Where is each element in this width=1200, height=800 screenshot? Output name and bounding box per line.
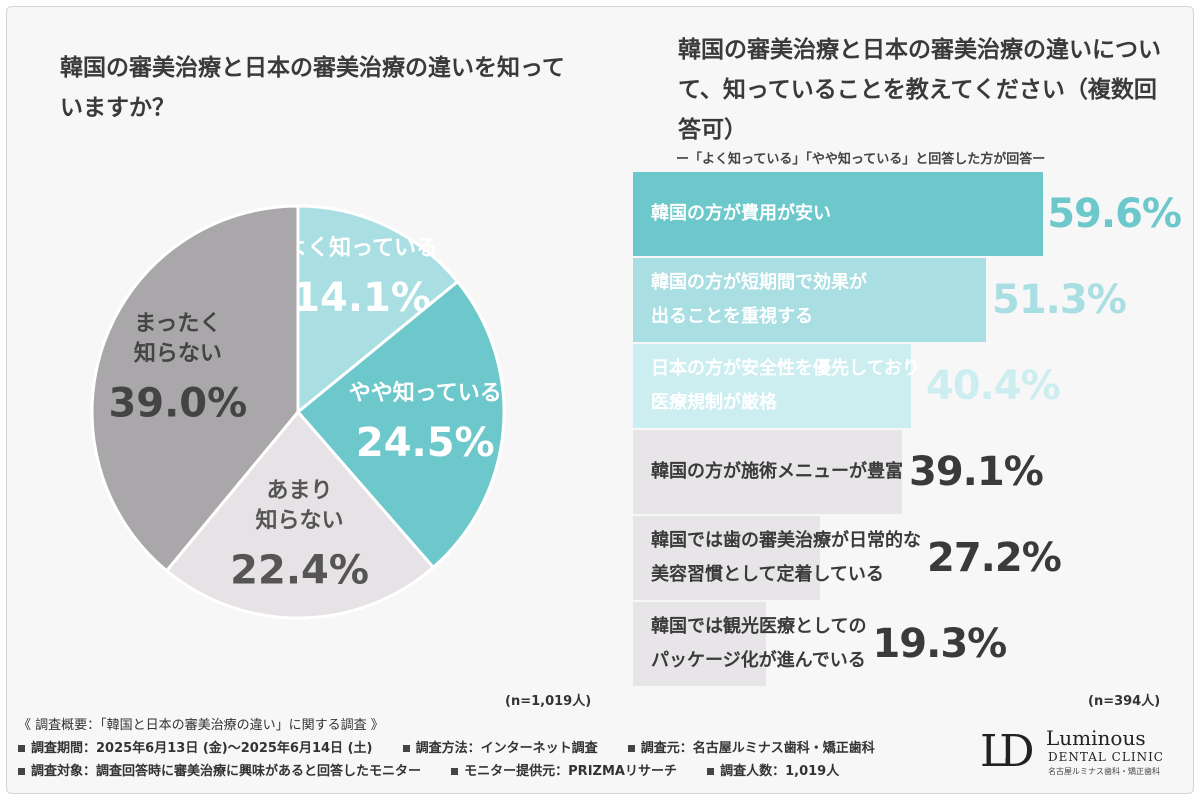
bar-row: 日本の方が安全性を優先しており 医療規制が厳格 40.4%: [633, 344, 1193, 430]
survey-method: 調査方法：インターネット調査: [415, 741, 598, 756]
bar-chart-subtitle: ー「よく知っている」「やや知っている」と回答した方が回答ー: [676, 152, 1046, 167]
pie-slice-label: やや知っている: [349, 380, 502, 406]
survey-period-item: 調査期間：2025年6月13日 (金)〜2025年6月14日 (土): [18, 741, 372, 756]
bar-value: 40.4%: [925, 363, 1061, 409]
survey-period: 調査期間：2025年6月13日 (金)〜2025年6月14日 (土): [31, 741, 373, 756]
logo-mark: LD: [980, 726, 1034, 777]
bullet-square-icon: [451, 768, 459, 775]
logo-name: Luminous: [1046, 726, 1146, 750]
survey-footer: 《 調査概要：「韓国と日本の審美治療の違い」に関する調査 》 調査期間：2025…: [18, 714, 901, 783]
pie-slice-label: 知らない: [256, 508, 344, 534]
bar-value: 27.2%: [927, 535, 1062, 581]
bar-label: 韓国の方が費用が安い: [651, 203, 831, 224]
bullet-square-icon: [707, 768, 715, 775]
bar-label: 韓国の方が短期間で効果が 出ることを重視する: [651, 272, 867, 327]
bar-row: 韓国では歯の審美治療が日常的な 美容習慣として定着している 27.2%: [633, 516, 1193, 602]
bullet-square-icon: [627, 745, 635, 752]
pie-chart-title: 韓国の審美治療と日本の審美治療の違いを知っていますか？: [60, 55, 565, 121]
pie-slice-value: 14.1%: [292, 275, 431, 321]
pie-slice-value: 24.5%: [356, 420, 495, 466]
pie-slice-label: まったく: [134, 312, 221, 337]
bar-chart: 韓国の方が費用が安い 59.6% 韓国の方が短期間で効果が 出ることを重視する 51.…: [633, 172, 1193, 688]
pie-slice-value: 39.0%: [108, 381, 247, 427]
pie-chart: よく知っている14.1%やや知っている24.5%あまり知らない22.4%まったく…: [90, 204, 506, 620]
pie-slice-label: よく知っている: [285, 235, 438, 261]
bar-label: 韓国の方が施術メニューが豊富: [651, 461, 903, 482]
bar-chart-title: 韓国の審美治療と日本の審美治療の違いについて、知っていることを教えてください（複…: [678, 37, 1161, 143]
clinic-logo: LD Luminous DENTAL CLINIC 名古屋ルミナス歯科・矯正歯科: [980, 724, 1170, 784]
bar: [633, 516, 820, 600]
survey-provider: モニター提供元：PRIZMAリサーチ: [464, 764, 677, 779]
bar-value: 51.3%: [992, 277, 1127, 323]
bar-value: 19.3%: [872, 621, 1007, 667]
bar-value: 39.1%: [909, 449, 1044, 495]
bar-row: 韓国の方が短期間で効果が 出ることを重視する 51.3%: [633, 258, 1193, 344]
survey-count: 調査人数：1,019人: [720, 764, 840, 779]
bar: [633, 344, 911, 428]
survey-summary: 《 調査概要：「韓国と日本の審美治療の違い」に関する調査 》: [18, 718, 384, 733]
bar-row: 韓国の方が費用が安い 59.6%: [633, 172, 1193, 258]
pie-slice-label: あまり: [267, 479, 333, 504]
pie-slice: [90, 204, 300, 573]
bullet-square-icon: [18, 745, 25, 752]
bar-row: 韓国の方が施術メニューが豊富 39.1%: [633, 430, 1193, 516]
logo-subtitle: DENTAL CLINIC: [1048, 750, 1164, 764]
bullet-square-icon: [18, 768, 25, 775]
bar-label: 韓国では歯の審美治療が日常的な 美容習慣として定着している: [651, 530, 921, 585]
survey-count-item: 調査人数：1,019人: [707, 764, 839, 779]
bullet-square-icon: [402, 745, 410, 752]
bar-label: 日本の方が安全性を優先しており 医療規制が厳格: [651, 358, 920, 413]
bar: [633, 172, 1043, 256]
pie-slice-value: 22.4%: [230, 548, 369, 594]
bar: [633, 602, 766, 686]
bar: [633, 430, 902, 514]
pie-sample-size: (n=1,019人): [505, 694, 592, 709]
pie-slice: [296, 204, 460, 416]
survey-method-item: 調査方法：インターネット調査: [402, 741, 598, 756]
bar-sample-size: (n=394人): [1088, 694, 1161, 709]
pie-slice: [164, 409, 436, 620]
logo-japanese-name: 名古屋ルミナス歯科・矯正歯科: [1048, 767, 1160, 776]
bar-value: 59.6%: [1047, 191, 1182, 237]
survey-target: 調査対象：調査回答時に審美治療に興味があると回答したモニター: [31, 764, 422, 779]
survey-provider-item: モニター提供元：PRIZMAリサーチ: [451, 764, 677, 779]
survey-source: 調査元：名古屋ルミナス歯科・矯正歯科: [640, 741, 875, 756]
bar-row: 韓国では観光医療としての パッケージ化が進んでいる 19.3%: [633, 602, 1193, 688]
pie-slice: [295, 279, 506, 570]
pie-slice-label: 知らない: [134, 341, 222, 367]
bar-label: 韓国では観光医療としての パッケージ化が進んでいる: [651, 616, 867, 671]
bar: [633, 258, 986, 342]
survey-target-item: 調査対象：調査回答時に審美治療に興味があると回答したモニター: [18, 764, 421, 779]
survey-source-item: 調査元：名古屋ルミナス歯科・矯正歯科: [627, 741, 875, 756]
